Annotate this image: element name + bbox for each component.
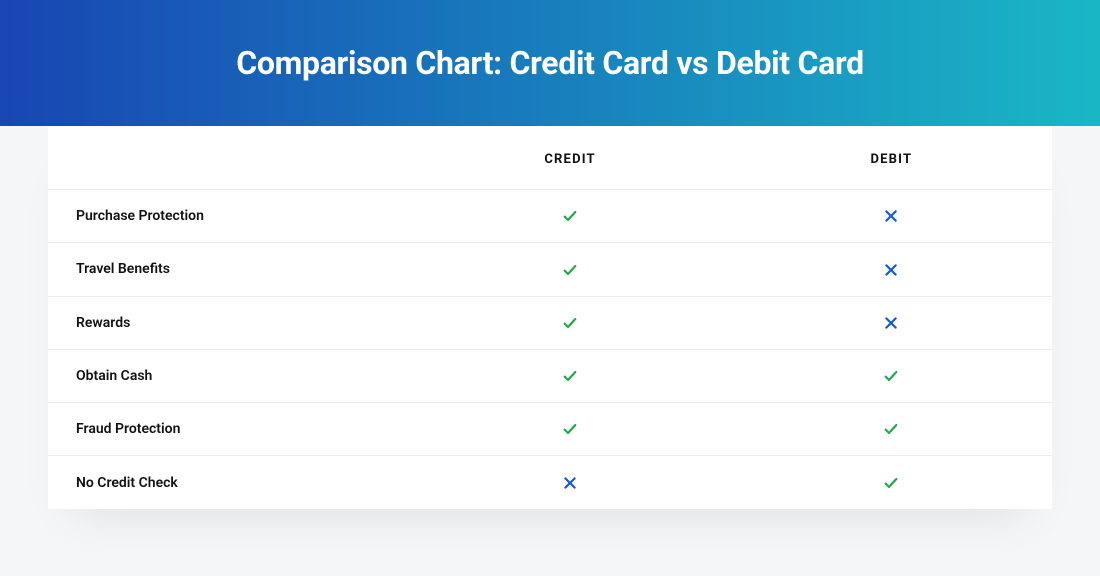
column-header-debit: DEBIT [731,126,1052,190]
table-header-row: CREDIT DEBIT [48,126,1052,190]
column-header-blank [48,126,409,190]
table-row: No Credit Check [48,456,1052,509]
cross-icon [731,243,1052,296]
row-label: Rewards [48,296,409,349]
check-icon [409,190,730,243]
check-icon [409,403,730,456]
table-row: Purchase Protection [48,190,1052,243]
cross-icon [731,296,1052,349]
check-icon [731,349,1052,402]
comparison-table: CREDIT DEBIT Purchase ProtectionTravel B… [48,126,1052,509]
page-title: Comparison Chart: Credit Card vs Debit C… [236,44,864,82]
table-row: Travel Benefits [48,243,1052,296]
table-row: Rewards [48,296,1052,349]
check-icon [409,296,730,349]
table-row: Obtain Cash [48,349,1052,402]
column-header-credit: CREDIT [409,126,730,190]
row-label: Obtain Cash [48,349,409,402]
comparison-table-container: CREDIT DEBIT Purchase ProtectionTravel B… [0,126,1100,545]
check-icon [731,456,1052,509]
table-row: Fraud Protection [48,403,1052,456]
check-icon [409,349,730,402]
check-icon [409,243,730,296]
row-label: Purchase Protection [48,190,409,243]
cross-icon [409,456,730,509]
row-label: No Credit Check [48,456,409,509]
row-label: Travel Benefits [48,243,409,296]
check-icon [731,403,1052,456]
cross-icon [731,190,1052,243]
banner-header: Comparison Chart: Credit Card vs Debit C… [0,0,1100,126]
table-body: Purchase ProtectionTravel BenefitsReward… [48,190,1052,509]
row-label: Fraud Protection [48,403,409,456]
